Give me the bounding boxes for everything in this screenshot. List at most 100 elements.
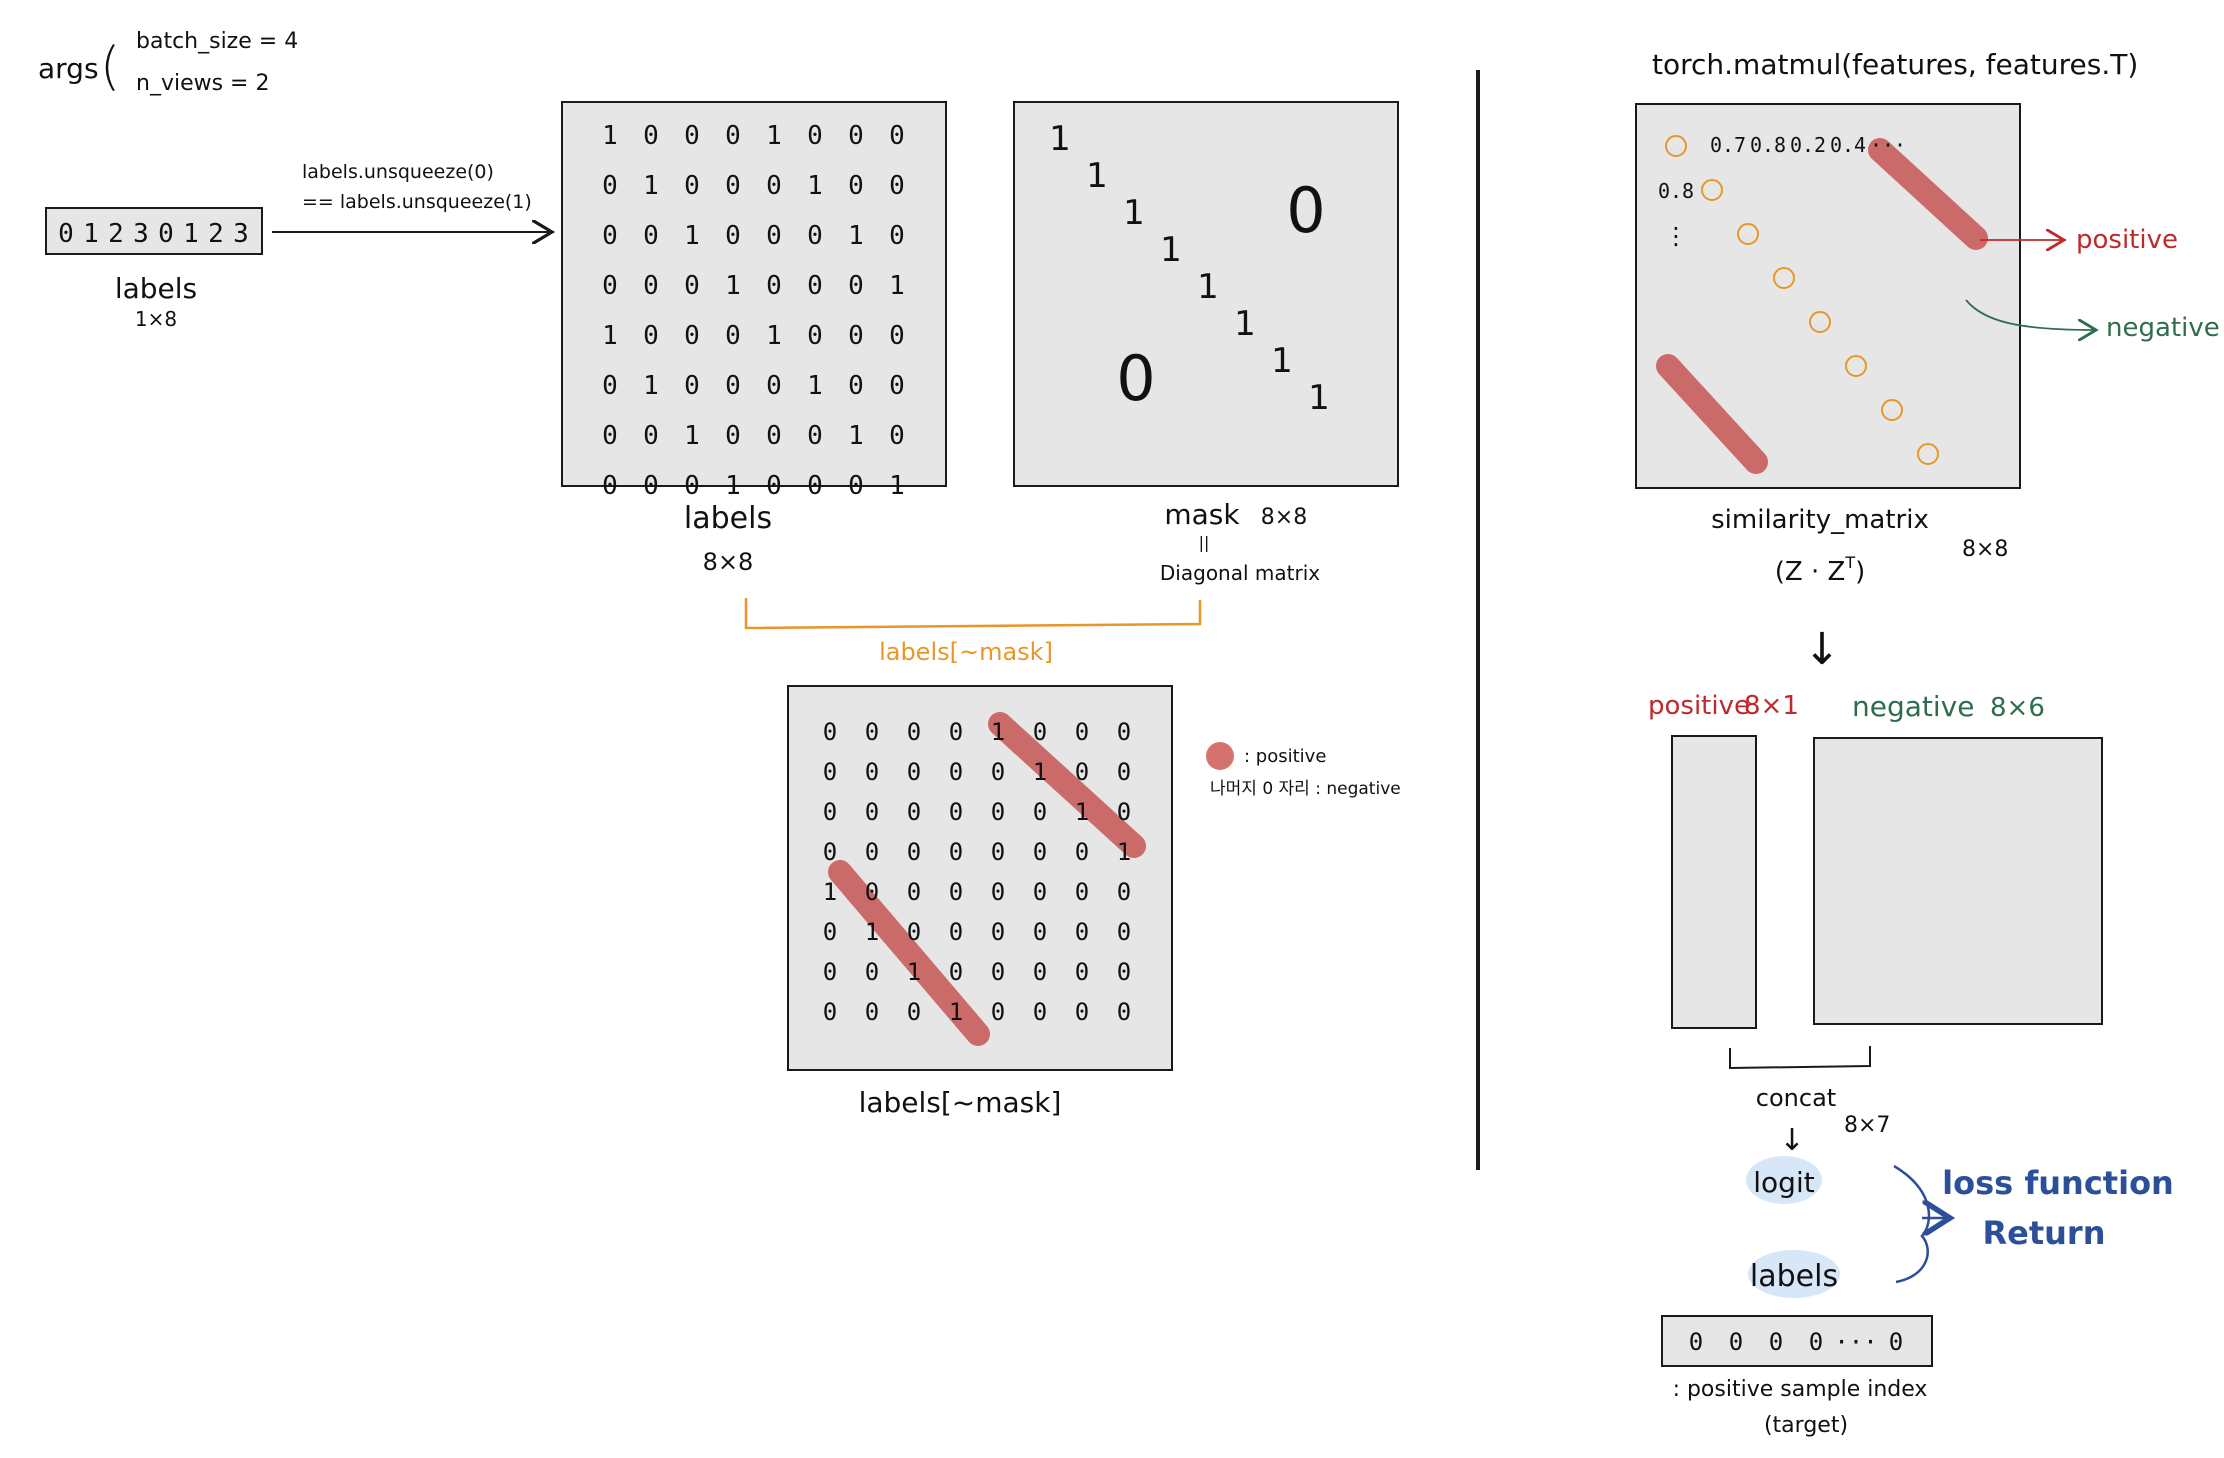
similarity-row-1: 0.7 0.8 0.2 0.4 ··· bbox=[1710, 133, 1906, 157]
labels-matrix-cell: 0 bbox=[807, 271, 823, 301]
masked-cell: 0 bbox=[1075, 878, 1089, 906]
args-label: args bbox=[38, 52, 99, 85]
n-views-arg: n_views = 2 bbox=[136, 71, 269, 96]
masked-cell: 0 bbox=[865, 718, 879, 746]
masked-cell: 0 bbox=[865, 798, 879, 826]
mask-diagonal-one: 1 bbox=[1308, 378, 1330, 418]
similarity-diagonal-mark bbox=[1881, 399, 1903, 421]
mask-title: mask bbox=[1164, 498, 1240, 531]
target-vector: 0 0 0 0 ··· 0 : positive sample index (target… bbox=[1661, 1315, 1933, 1438]
similarity-diagonal-mark bbox=[1845, 355, 1867, 377]
mask-zero-lower: 0 bbox=[1116, 342, 1155, 415]
masked-cell: 0 bbox=[991, 998, 1005, 1026]
labels-matrix-cell: 0 bbox=[766, 221, 782, 251]
labels-vector-value: 2 bbox=[208, 219, 224, 249]
loss-function-label: loss function bbox=[1942, 1164, 2174, 1202]
labels-vector-value: 3 bbox=[233, 219, 249, 249]
labels-matrix-cell: 1 bbox=[684, 421, 700, 451]
masked-labels-values: 0 0 0 0 1 0 0 00 0 0 0 0 1 0 00 0 0 0 0 0 1 00 0 0 0 0 0 0 11 0 0 0 0 0 0 0… bbox=[823, 718, 1131, 1026]
target-values: 0 0 0 0 ··· 0 bbox=[1689, 1328, 1903, 1356]
masked-cell: 1 bbox=[823, 878, 837, 906]
labels-matrix-cell: 0 bbox=[807, 221, 823, 251]
target-caption: : positive sample index bbox=[1673, 1377, 1928, 1402]
labels-matrix-cell: 0 bbox=[643, 121, 659, 151]
masked-cell: 0 bbox=[823, 958, 837, 986]
similarity-diagonal-mark bbox=[1773, 267, 1795, 289]
similarity-row1-value: ··· bbox=[1870, 133, 1906, 157]
masked-labels-bracket: labels[~mask] bbox=[744, 598, 1202, 666]
similarity-row1-value: 0.2 bbox=[1790, 133, 1826, 157]
concat-bracket bbox=[1729, 1046, 1871, 1070]
labels-matrix-cell: 0 bbox=[602, 471, 618, 501]
labels-matrix-cell: 0 bbox=[889, 371, 905, 401]
unsqueeze-expr-2: == labels.unsqueeze(1) bbox=[302, 191, 532, 213]
masked-cell: 0 bbox=[991, 798, 1005, 826]
labels-vector-shape: 1×8 bbox=[135, 307, 177, 331]
masked-cell: 1 bbox=[1075, 798, 1089, 826]
mask-shape: 8×8 bbox=[1261, 505, 1307, 530]
masked-cell: 0 bbox=[949, 878, 963, 906]
labels-matrix-cell: 0 bbox=[807, 471, 823, 501]
masked-cell: 1 bbox=[907, 958, 921, 986]
masked-diagonal-cell: 0 bbox=[1117, 998, 1131, 1026]
similarity-row1-value: 0.8 bbox=[1750, 133, 1786, 157]
target-caption-2: (target) bbox=[1764, 1413, 1848, 1438]
labels-matrix-cell: 0 bbox=[889, 421, 905, 451]
masked-cell: 0 bbox=[1117, 718, 1131, 746]
args-brace: ( bbox=[100, 37, 120, 97]
labels-matrix-cell: 1 bbox=[889, 271, 905, 301]
labels-matrix-cell: 0 bbox=[725, 221, 741, 251]
masked-cell: 0 bbox=[907, 998, 921, 1026]
mask-diagonal-one: 1 bbox=[1086, 156, 1108, 196]
positive-legend-swatch bbox=[1206, 742, 1234, 770]
logit-label: logit bbox=[1753, 1166, 1814, 1199]
labels-matrix-cell: 0 bbox=[643, 421, 659, 451]
labels-matrix-cell: 0 bbox=[643, 271, 659, 301]
labels-matrix-cell: 0 bbox=[643, 471, 659, 501]
similarity-row1-value: 0.7 bbox=[1710, 133, 1746, 157]
labels-matrix-cell: 0 bbox=[643, 221, 659, 251]
labels-matrix-cell: 0 bbox=[602, 221, 618, 251]
masked-cell: 0 bbox=[949, 718, 963, 746]
matmul-header: torch.matmul(features, features.T) bbox=[1652, 48, 2138, 81]
masked-cell: 0 bbox=[865, 998, 879, 1026]
labels-matrix-cell: 0 bbox=[889, 321, 905, 351]
concat-arrow: ↓ bbox=[1779, 1123, 1804, 1158]
mask-diagonal-one: 1 bbox=[1271, 341, 1293, 381]
labels-matrix-values: 1 0 0 0 1 0 0 00 1 0 0 0 1 0 00 0 1 0 0 0 1 00 0 0 1 0 0 0 11 0 0 0 1 0 0 0… bbox=[602, 121, 905, 501]
similarity-vdots: ⋮ bbox=[1664, 222, 1688, 250]
similarity-row1-value: 0.4 bbox=[1830, 133, 1866, 157]
labels-matrix-cell: 0 bbox=[848, 321, 864, 351]
negative-block-shape: 8×6 bbox=[1990, 693, 2045, 723]
labels-matrix-cell: 0 bbox=[848, 121, 864, 151]
labels-bubble bbox=[1748, 1250, 1840, 1298]
masked-cell: 0 bbox=[907, 918, 921, 946]
positive-block bbox=[1671, 735, 1757, 1029]
labels-matrix-cell: 0 bbox=[725, 321, 741, 351]
masked-diagonal-cell: 0 bbox=[949, 838, 963, 866]
sim-positive-highlight-lower bbox=[1656, 354, 1768, 474]
labels-matrix-shape: 8×8 bbox=[703, 548, 754, 576]
batch-size-arg: batch_size = 4 bbox=[136, 29, 298, 54]
masked-cell: 0 bbox=[1117, 878, 1131, 906]
labels-matrix-cell: 0 bbox=[766, 271, 782, 301]
masked-cell: 0 bbox=[907, 838, 921, 866]
masked-cell: 0 bbox=[1075, 758, 1089, 786]
masked-cell: 0 bbox=[991, 958, 1005, 986]
labels-matrix-cell: 1 bbox=[848, 421, 864, 451]
labels-matrix-cell: 1 bbox=[643, 371, 659, 401]
equality-arrow: labels.unsqueeze(0) == labels.unsqueeze(… bbox=[272, 161, 552, 232]
labels-matrix-cell: 0 bbox=[725, 421, 741, 451]
labels-matrix-cell: 0 bbox=[602, 371, 618, 401]
labels-matrix-cell: 0 bbox=[684, 371, 700, 401]
positive-legend-label: : positive bbox=[1244, 746, 1326, 767]
labels-matrix-cell: 0 bbox=[684, 121, 700, 151]
target-box bbox=[1661, 1315, 1933, 1367]
positive-block-label: positive bbox=[1648, 691, 1750, 721]
labels-matrix-cell: 0 bbox=[807, 121, 823, 151]
negative-pointer bbox=[1965, 299, 2096, 330]
